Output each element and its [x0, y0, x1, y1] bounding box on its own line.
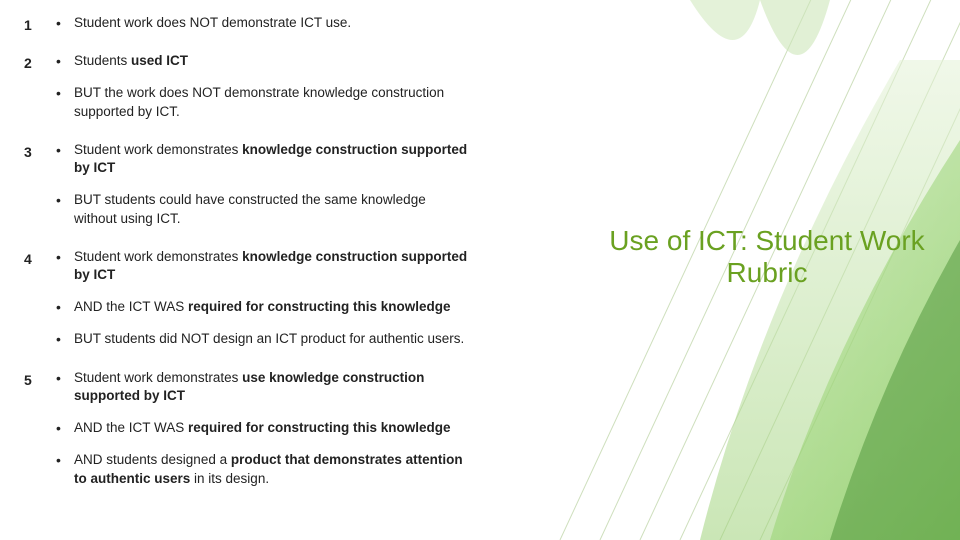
level-point: Student work demonstrates knowledge cons… — [52, 248, 472, 284]
level-points: Student work demonstrates knowledge cons… — [52, 248, 600, 363]
rubric-level: 2Students used ICT BUT the work does NOT … — [24, 52, 600, 135]
level-point: Student work does NOT demonstrate ICT us… — [52, 14, 472, 32]
level-points: Student work demonstrates knowledge cons… — [52, 141, 600, 242]
level-points: Student work does NOT demonstrate ICT us… — [52, 14, 600, 46]
level-number: 4 — [24, 248, 52, 270]
rubric-level: 1Student work does NOT demonstrate ICT u… — [24, 14, 600, 46]
slide-title: Use of ICT: Student Work Rubric — [602, 225, 932, 289]
level-point: AND students designed a product that dem… — [52, 451, 472, 487]
level-points: Students used ICT BUT the work does NOT d… — [52, 52, 600, 135]
level-points: Student work demonstrates use knowledge … — [52, 369, 600, 502]
level-point: Student work demonstrates knowledge cons… — [52, 141, 472, 177]
level-point: AND the ICT WAS required for constructin… — [52, 419, 472, 437]
level-number: 5 — [24, 369, 52, 391]
level-point: BUT students did NOT design an ICT produ… — [52, 330, 472, 348]
level-point: Students used ICT — [52, 52, 472, 70]
rubric-level: 5Student work demonstrates use knowledge… — [24, 369, 600, 502]
level-number: 3 — [24, 141, 52, 163]
level-number: 1 — [24, 14, 52, 36]
level-point: BUT students could have constructed the … — [52, 191, 472, 227]
level-point: BUT the work does NOT demonstrate knowle… — [52, 84, 472, 120]
rubric-list: 1Student work does NOT demonstrate ICT u… — [0, 0, 600, 502]
level-point: AND the ICT WAS required for constructin… — [52, 298, 472, 316]
level-point: Student work demonstrates use knowledge … — [52, 369, 472, 405]
rubric-level: 3Student work demonstrates knowledge con… — [24, 141, 600, 242]
level-number: 2 — [24, 52, 52, 74]
rubric-level: 4Student work demonstrates knowledge con… — [24, 248, 600, 363]
